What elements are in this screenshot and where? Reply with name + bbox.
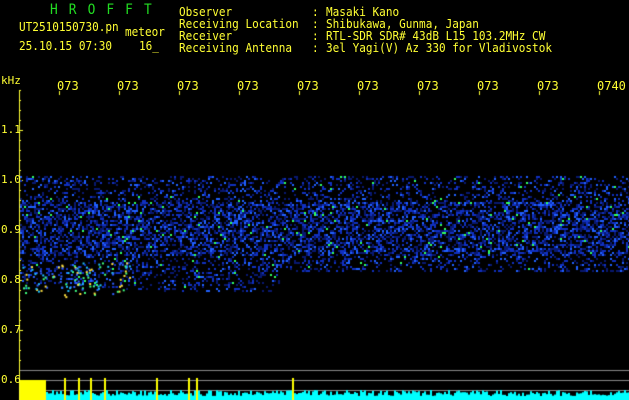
time-tick: 0740 xyxy=(597,79,626,93)
time-tick: 0733 xyxy=(177,79,198,93)
info-label: Receiver xyxy=(179,29,233,43)
freq-tick: 0.8 xyxy=(1,273,21,286)
info-sep: : xyxy=(312,41,319,55)
filename: UT2510150730.pn xyxy=(19,20,119,34)
info-sep: : xyxy=(312,17,319,31)
info-sep: : xyxy=(312,5,319,19)
datetime: 25.10.15 07:30 xyxy=(19,39,113,53)
time-tick: 0738 xyxy=(477,79,498,93)
time-tick: 0735 xyxy=(297,79,318,93)
info-sep: : xyxy=(312,29,319,43)
time-tick: 0734 xyxy=(237,79,258,93)
freq-tick: 1.0 xyxy=(1,173,21,186)
info-value: Shibukawa, Gunma, Japan xyxy=(326,17,479,31)
info-value: 3el Yagi(V) Az 330 for Vladivostok xyxy=(326,41,552,55)
time-tick: 0736 xyxy=(357,79,378,93)
info-value: RTL-SDR SDR# 43dB L15 103.2MHz CW xyxy=(326,29,546,43)
info-value: Masaki Kano xyxy=(326,5,400,19)
time-tick: 0732 xyxy=(117,79,138,93)
time-tick: 0737 xyxy=(417,79,438,93)
mode: meteor xyxy=(125,25,165,39)
info-label: Receiving Location xyxy=(179,17,299,31)
freq-tick: 0.7 xyxy=(1,323,21,336)
extra: 16_ xyxy=(139,39,159,53)
info-label: Receiving Antenna xyxy=(179,41,293,55)
time-tick: 0739 xyxy=(537,79,558,93)
info-label: Observer xyxy=(179,5,233,19)
freq-tick: 0.9 xyxy=(1,223,21,236)
freq-tick: 1.1 xyxy=(1,123,21,136)
app-title: HROFFT xyxy=(50,2,163,18)
unit-label: kHz xyxy=(1,74,21,87)
freq-tick: 0.6 xyxy=(1,373,21,386)
time-tick: 0731 xyxy=(57,79,78,93)
